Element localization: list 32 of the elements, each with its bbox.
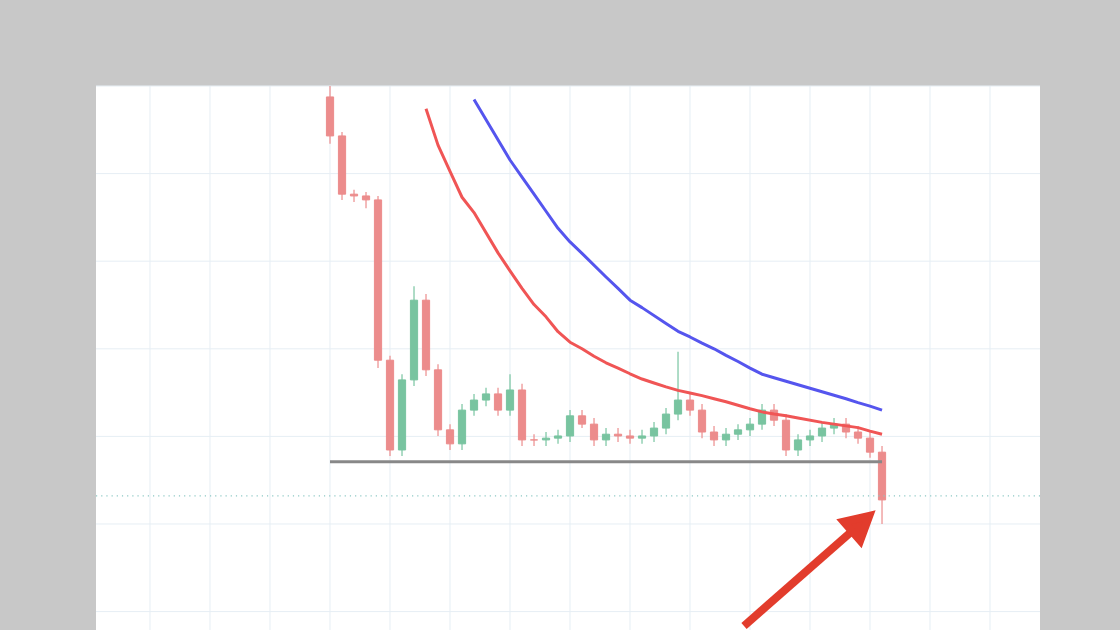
candlestick [781, 413, 791, 457]
candlestick [457, 403, 467, 451]
candlestick [553, 429, 563, 445]
candlestick [745, 417, 755, 437]
candlestick [685, 393, 695, 417]
candlestick [733, 423, 743, 441]
candlestick [601, 427, 611, 447]
candlestick [361, 191, 371, 209]
candlestick [349, 189, 359, 203]
candlestick [697, 403, 707, 439]
candlestick [865, 431, 875, 459]
candlestick [625, 429, 635, 445]
candlestick [445, 423, 455, 451]
candlestick [493, 387, 503, 417]
candlestick [529, 433, 539, 447]
candlestick [325, 85, 335, 145]
candlestick [673, 351, 683, 421]
candlestick [613, 427, 623, 443]
candlestick [649, 421, 659, 443]
candlestick [721, 427, 731, 447]
candlestick [805, 429, 815, 447]
candlestick [541, 431, 551, 447]
candlestick [877, 445, 887, 525]
candlestick [565, 409, 575, 443]
candlestick [793, 433, 803, 457]
candlestick [589, 417, 599, 447]
candlestick [505, 373, 515, 417]
candlestick [469, 393, 479, 417]
candlestick [661, 407, 671, 435]
candlestick [637, 429, 647, 445]
candlestick [481, 387, 491, 407]
candlestick [709, 425, 719, 447]
